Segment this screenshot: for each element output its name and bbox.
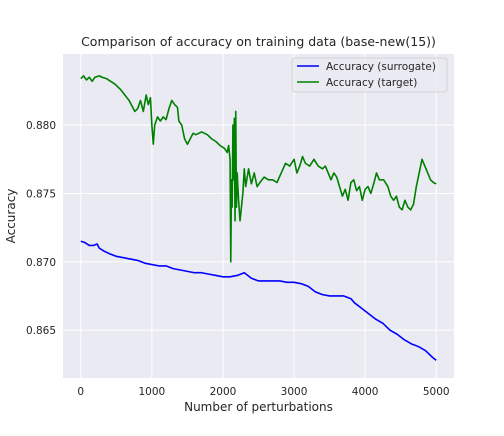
x-tick-label: 4000: [352, 386, 379, 398]
legend-label-target: Accuracy (target): [326, 77, 417, 89]
y-tick-label: 0.880: [26, 120, 56, 132]
x-axis-label: Number of perturbations: [184, 400, 333, 414]
y-axis-label: Accuracy: [4, 189, 18, 244]
plot-area-background: [63, 54, 454, 378]
series-line-target: [80, 75, 437, 263]
x-tick-label: 5000: [423, 386, 450, 398]
x-tick-label: 0: [77, 386, 84, 398]
grid-lines: [63, 54, 454, 378]
x-tick-label: 2000: [210, 386, 237, 398]
y-tick-label: 0.865: [26, 325, 56, 337]
x-tick-label: 3000: [281, 386, 308, 398]
y-tick-label: 0.875: [26, 188, 56, 200]
legend-box: [291, 57, 448, 93]
series-layer: [80, 75, 437, 361]
x-tick-label: 1000: [138, 386, 165, 398]
y-tick-label: 0.870: [26, 257, 56, 269]
chart-title: Comparison of accuracy on training data …: [81, 34, 436, 49]
series-line-surrogate: [80, 240, 437, 361]
x-tick-labels: 0 1000 2000 3000 4000 5000: [77, 386, 449, 398]
y-tick-labels: 0.865 0.870 0.875 0.880: [26, 120, 56, 337]
legend-label-surrogate: Accuracy (surrogate): [326, 61, 436, 73]
legend: Accuracy (surrogate) Accuracy (target): [291, 57, 448, 93]
